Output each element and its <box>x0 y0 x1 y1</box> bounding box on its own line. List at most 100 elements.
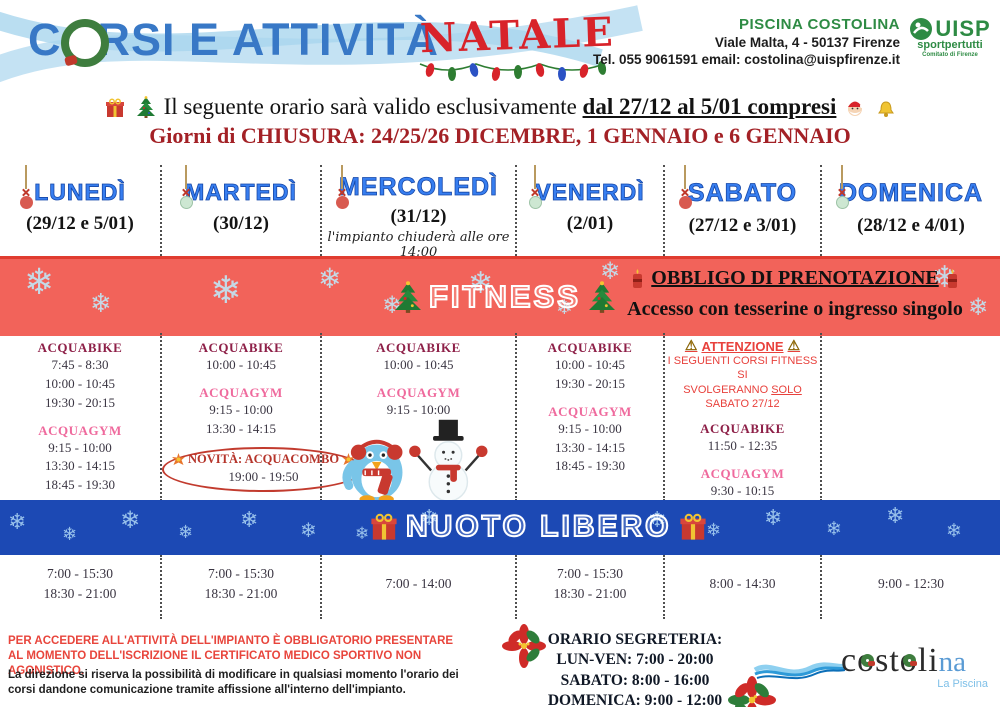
day-date: (29/12 e 5/01) <box>26 213 134 234</box>
nuoto-schedule: 7:00 - 15:30 18:30 - 21:00 7:00 - 15:30 … <box>0 555 1000 619</box>
fitness-schedule: ACQUABIKE 7:45 - 8:30 10:00 - 10:45 19:3… <box>0 333 1000 501</box>
bell-icon <box>877 101 894 117</box>
snowflake-icon <box>826 520 842 539</box>
time-slot: 7:00 - 14:00 <box>385 576 452 591</box>
nuoto-banner: NUOTO LIBERO <box>0 500 1000 555</box>
ornament-icon <box>677 165 693 209</box>
fitness-banner-title: FITNESS <box>395 278 615 315</box>
day-date: (30/12) <box>213 213 269 234</box>
time-slot: 9:15 - 10:00 <box>48 439 112 455</box>
booking-notice: OBBLIGO DI PRENOTAZIONE Accesso con tess… <box>595 267 995 321</box>
acquagym-label: ACQUAGYM <box>199 384 283 400</box>
schedule-change-note: La direzione si riserva la possibilità d… <box>8 669 459 696</box>
snowflake-icon <box>706 522 721 540</box>
time-slot: 13:30 - 14:15 <box>554 439 626 455</box>
time-slot: 9:15 - 10:00 <box>558 420 622 436</box>
poinsettia-icon <box>502 624 546 668</box>
uisp-logo: UISP sportpertutti Comitato di Firenze <box>906 16 994 58</box>
day-header-row: LUNEDÌ (29/12 e 5/01) MARTEDÌ (30/12) ME… <box>0 165 1000 260</box>
attention-line-prefix: SVOLGERANNO <box>683 383 772 396</box>
acquagym-label: ACQUAGYM <box>548 403 632 419</box>
time-slot: 10:00 - 10:45 <box>44 375 116 391</box>
tree-icon <box>136 96 155 118</box>
day-header-venerdi: VENERDÌ (2/01) <box>517 165 665 260</box>
time-slot: 9:15 - 10:00 <box>386 401 451 417</box>
costolina-logo: costolina La Piscina <box>753 642 988 694</box>
acquabike-label: ACQUABIKE <box>376 340 461 355</box>
pool-contact: Tel. 055 9061591 email: costolina@uispfi… <box>592 52 900 67</box>
firecracker-icon <box>947 268 957 288</box>
day-header-mercoledi: MERCOLEDÌ (31/12) l'impianto chiuderà al… <box>322 165 517 260</box>
nuoto-col-domenica: 9:00 - 12:30 <box>822 555 1000 619</box>
day-header-martedi: MARTEDÌ (30/12) <box>162 165 322 260</box>
acquagym-label: ACQUAGYM <box>700 466 785 482</box>
acquabike-label: ACQUABIKE <box>547 340 633 355</box>
header: CORSI E ATTIVITÀ NATALE PISCINA COSTOLIN… <box>0 0 1000 92</box>
nuoto-col-martedi: 7:00 - 15:30 18:30 - 21:00 <box>162 555 322 619</box>
gift-icon <box>106 98 125 117</box>
acquabike-label: ACQUABIKE <box>198 340 284 355</box>
time-slot: 18:45 - 19:30 <box>44 477 116 493</box>
wreath-icon <box>861 654 875 667</box>
wreath-icon <box>61 19 109 67</box>
fitness-col-sabato: ⚠ ATTENZIONE ⚠ I SEGUENTI CORSI FITNESS … <box>665 333 822 501</box>
snowflake-icon <box>90 291 112 317</box>
office-hours-line: SABATO: 8:00 - 16:00 <box>560 671 710 689</box>
natale-title: NATALE <box>419 8 616 63</box>
time-slot: 18:30 - 21:00 <box>204 585 278 601</box>
time-slot: 7:00 - 15:30 <box>557 566 623 581</box>
day-date: (27/12 e 3/01) <box>688 215 797 236</box>
logo-part2: na <box>938 646 967 678</box>
validity-line: Il seguente orario sarà valido esclusiva… <box>0 94 1000 120</box>
snowflake-icon <box>886 506 904 528</box>
gift-icon <box>680 513 707 540</box>
attention-title-row: ⚠ ATTENZIONE ⚠ <box>665 338 820 355</box>
nuoto-col-sabato: 8:00 - 14:30 <box>665 555 822 619</box>
pool-address: Viale Malta, 4 - 50137 Firenze <box>714 35 900 50</box>
novita-time: 19:00 - 19:50 <box>228 468 299 484</box>
time-slot: 11:50 - 12:35 <box>707 438 778 454</box>
gift-icon <box>371 513 397 540</box>
acquabike-label: ACQUABIKE <box>700 421 785 437</box>
day-header-lunedi: LUNEDÌ (29/12 e 5/01) <box>0 165 162 260</box>
office-hours-title: ORARIO SEGRETERIA: <box>547 631 723 648</box>
day-name: MERCOLEDÌ <box>339 173 498 202</box>
snowflake-icon <box>62 526 77 544</box>
acquabike-label: ACQUABIKE <box>37 340 123 355</box>
snowflake-icon <box>764 508 782 530</box>
tree-icon <box>395 281 421 313</box>
booking-title-row: OBBLIGO DI PRENOTAZIONE <box>595 267 995 290</box>
time-slot: 8:00 - 14:30 <box>709 576 776 591</box>
snowflake-icon <box>240 510 258 532</box>
ornament-icon <box>527 165 543 209</box>
logo-tagline: La Piscina <box>937 678 988 690</box>
time-slot: 13:30 - 14:15 <box>44 458 116 474</box>
validity-dates: dal 27/12 al 5/01 compresi <box>582 94 837 119</box>
warning-icon: ⚠ <box>684 338 698 355</box>
day-date: (31/12) <box>390 206 447 227</box>
logo-part1: costoli <box>841 642 939 679</box>
time-slot: 10:00 - 10:45 <box>205 357 277 372</box>
attention-line: SVOLGERANNO SOLO <box>665 383 820 397</box>
christmas-lights-icon <box>419 61 607 81</box>
time-slot: 18:30 - 21:00 <box>43 585 117 601</box>
snowflake-icon <box>24 265 54 301</box>
snowflake-icon <box>120 508 140 532</box>
uisp-committee: Comitato di Firenze <box>922 52 978 58</box>
snowflake-icon <box>318 265 341 293</box>
fitness-banner: FITNESS OBBLIGO DI PRENOTAZIONE Accesso … <box>0 256 1000 336</box>
fitness-col-mercoledi: ACQUABIKE 10:00 - 10:45 ACQUAGYM 9:15 - … <box>322 333 517 501</box>
time-slot: 9:00 - 12:30 <box>878 576 944 591</box>
poinsettia-icon <box>728 675 776 707</box>
snowflake-icon <box>300 520 317 540</box>
booking-title: OBBLIGO DI PRENOTAZIONE <box>651 267 939 289</box>
acquagym-label: ACQUAGYM <box>376 384 461 400</box>
ornament-icon <box>834 165 850 209</box>
tree-icon <box>588 281 615 313</box>
office-hours-line: DOMENICA: 9:00 - 12:00 <box>547 692 723 707</box>
time-slot: 9:15 - 10:00 <box>209 401 273 417</box>
time-slot: 7:45 - 8:30 <box>51 357 109 372</box>
snowflake-icon <box>178 524 193 542</box>
attention-line: I SEGUENTI CORSI FITNESS SI <box>667 355 818 382</box>
